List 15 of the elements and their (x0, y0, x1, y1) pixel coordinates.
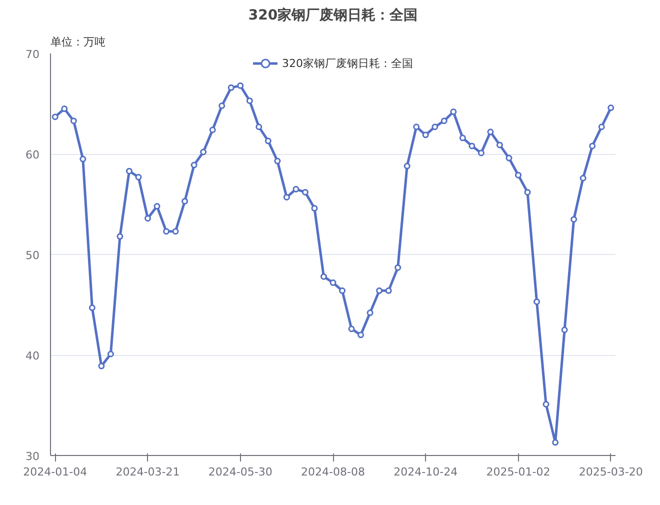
x-tick-label: 2024-01-04 (23, 466, 88, 478)
x-tick-label: 2024-05-30 (208, 466, 272, 478)
y-tick-label: 70 (26, 48, 40, 61)
x-tick-label: 2024-10-24 (394, 466, 458, 478)
y-tick-label: 30 (26, 450, 40, 463)
y-axis-title: 单位：万吨 (50, 36, 106, 48)
y-tick-label: 50 (26, 249, 40, 262)
y-tick-label: 60 (26, 148, 40, 162)
y-tick-label: 40 (26, 350, 40, 362)
x-tick-label: 2025-01-02 (486, 466, 550, 478)
x-tick-label: 2024-08-08 (301, 466, 365, 478)
legend-label: 320家钢厂废钢日耗：全国 (282, 56, 413, 70)
chart-title: 320家钢厂废钢日耗：全国 (248, 6, 418, 24)
x-tick-label: 2024-03-21 (116, 466, 180, 478)
x-tick-label: 2025-03-20 (578, 466, 643, 478)
